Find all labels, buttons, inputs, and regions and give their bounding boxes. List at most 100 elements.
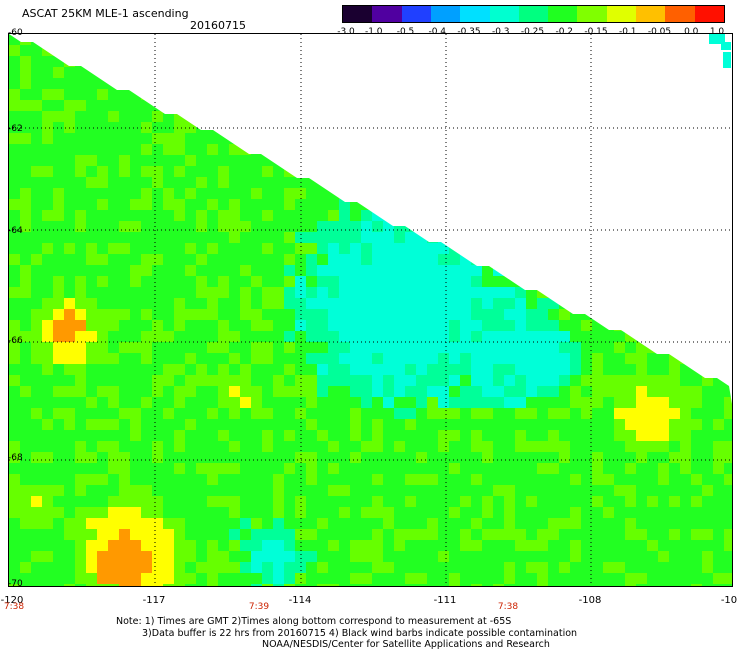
wind-cell <box>581 320 592 331</box>
wind-cell <box>581 573 592 584</box>
wind-cell <box>394 287 405 298</box>
wind-cell <box>20 133 31 144</box>
wind-cell <box>152 111 163 122</box>
wind-cell <box>669 540 680 551</box>
wind-cell <box>460 562 471 573</box>
wind-cell <box>207 199 218 210</box>
wind-cell <box>64 441 75 452</box>
wind-cell <box>482 507 493 518</box>
wind-cell <box>284 287 295 298</box>
wind-cell <box>581 562 592 573</box>
wind-cell <box>537 430 548 441</box>
wind-cell <box>361 551 372 562</box>
wind-cell <box>174 485 185 496</box>
wind-cell <box>130 375 141 386</box>
wind-cell <box>504 496 515 507</box>
wind-cell <box>383 485 394 496</box>
wind-cell <box>207 254 218 265</box>
wind-cell <box>625 573 636 584</box>
wind-cell <box>42 320 53 331</box>
wind-cell <box>405 518 416 529</box>
wind-cell <box>86 133 97 144</box>
wind-cell <box>20 276 31 287</box>
wind-cell <box>185 452 196 463</box>
wind-cell <box>680 485 691 496</box>
wind-cell <box>207 232 218 243</box>
wind-cell <box>9 364 20 375</box>
wind-cell <box>350 221 361 232</box>
wind-cell <box>658 474 669 485</box>
wind-cell <box>339 463 350 474</box>
wind-cell <box>97 122 108 133</box>
wind-cell <box>416 584 427 586</box>
wind-cell <box>383 364 394 375</box>
wind-cell <box>405 540 416 551</box>
wind-cell <box>240 463 251 474</box>
wind-cell <box>493 452 504 463</box>
wind-cell <box>196 144 207 155</box>
wind-cell <box>603 364 614 375</box>
wind-cell <box>405 353 416 364</box>
wind-cell <box>64 397 75 408</box>
wind-cell <box>31 122 42 133</box>
wind-cell <box>504 397 515 408</box>
wind-cell <box>570 331 581 342</box>
wind-cell <box>482 287 493 298</box>
wind-cell <box>174 287 185 298</box>
wind-cell <box>680 573 691 584</box>
wind-cell <box>97 320 108 331</box>
wind-cell <box>152 551 163 562</box>
wind-cell <box>185 331 196 342</box>
wind-cell <box>471 309 482 320</box>
wind-cell <box>75 584 86 586</box>
wind-cell-edge <box>721 42 731 50</box>
wind-cell <box>306 232 317 243</box>
wind-cell <box>438 496 449 507</box>
wind-cell <box>42 111 53 122</box>
wind-cell <box>218 496 229 507</box>
wind-cell <box>97 342 108 353</box>
wind-cell <box>482 353 493 364</box>
wind-cell <box>130 419 141 430</box>
wind-cell <box>31 100 42 111</box>
wind-cell <box>295 452 306 463</box>
wind-cell <box>537 463 548 474</box>
wind-cell <box>658 584 669 586</box>
wind-cell <box>438 419 449 430</box>
wind-cell <box>625 562 636 573</box>
wind-cell <box>614 551 625 562</box>
wind-cell <box>317 507 328 518</box>
wind-cell <box>493 364 504 375</box>
wind-cell <box>97 430 108 441</box>
wind-cell <box>251 188 262 199</box>
wind-cell <box>53 419 64 430</box>
wind-cell <box>471 419 482 430</box>
wind-cell <box>394 551 405 562</box>
wind-cell <box>273 210 284 221</box>
wind-cell <box>20 45 31 56</box>
wind-cell <box>460 287 471 298</box>
wind-cell <box>240 221 251 232</box>
wind-cell <box>592 375 603 386</box>
wind-cell <box>163 430 174 441</box>
wind-cell <box>603 496 614 507</box>
wind-cell <box>284 551 295 562</box>
wind-cell <box>515 298 526 309</box>
wind-cell <box>482 529 493 540</box>
wind-cell <box>548 441 559 452</box>
wind-cell <box>526 551 537 562</box>
wind-cell <box>86 298 97 309</box>
wind-cell <box>295 474 306 485</box>
wind-cell <box>295 518 306 529</box>
wind-cell <box>53 188 64 199</box>
wind-cell <box>53 287 64 298</box>
wind-cell <box>97 265 108 276</box>
wind-cell <box>42 551 53 562</box>
wind-cell <box>317 419 328 430</box>
wind-cell <box>229 166 240 177</box>
wind-cell <box>515 507 526 518</box>
wind-cell <box>295 562 306 573</box>
wind-cell <box>163 573 174 584</box>
wind-cell <box>229 276 240 287</box>
wind-cell <box>328 507 339 518</box>
